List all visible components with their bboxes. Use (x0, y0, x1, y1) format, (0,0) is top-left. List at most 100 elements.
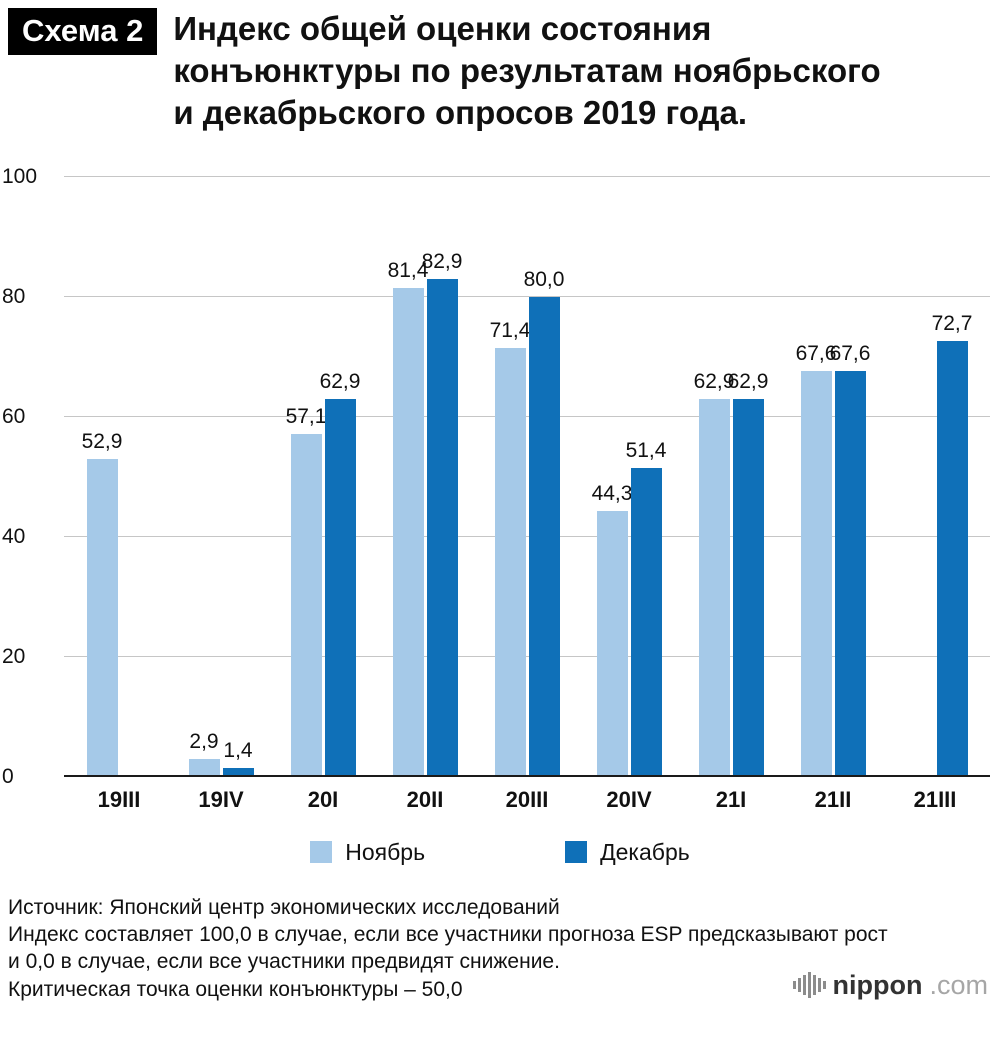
bar-groups: 52,9 2,9 1,4 57,1 62,9 81,4 82,9 71,4 80,0 44,3 51… (64, 177, 990, 777)
gridline (64, 655, 990, 657)
bar-slot: 62,9 (694, 177, 734, 777)
legend-label: Ноябрь (345, 838, 426, 865)
bar-slot: 44,3 (592, 177, 632, 777)
bar (834, 371, 866, 777)
bar-group: 44,3 51,4 (578, 177, 680, 777)
bar-value-label: 62,9 (319, 370, 361, 394)
x-axis: 19III 19IV 20I 20II 20III 20IV 21I 21II 21III (64, 787, 990, 813)
bar-slot: 57,1 (286, 177, 326, 777)
source-line: Источник: Японский центр экономических и… (8, 895, 560, 919)
bar-slot: 2,9 (188, 177, 220, 777)
figure-badge: Схема 2 (8, 8, 158, 55)
bar (630, 468, 662, 777)
bar-group: 2,9 1,4 (170, 177, 272, 777)
bar (188, 759, 220, 777)
bar-slot: 1,4 (222, 177, 254, 777)
bar-slot (121, 177, 152, 777)
bar-slot: 67,6 (830, 177, 870, 777)
bar (290, 434, 322, 777)
x-axis-label: 20IV (606, 786, 652, 812)
bar-value-label: 57,1 (285, 405, 327, 429)
chart-footer: Источник: Японский центр экономических и… (8, 894, 990, 1003)
y-axis-tick-label: 60 (2, 404, 26, 428)
bar-value-label: 2,9 (189, 730, 219, 754)
bar (528, 296, 560, 777)
bar (596, 510, 628, 777)
bar-slot: 51,4 (626, 177, 666, 777)
bar-slot: 62,9 (728, 177, 768, 777)
gridline (64, 535, 990, 537)
bar (392, 288, 424, 777)
bar-value-label: 72,7 (931, 311, 973, 335)
nippon-logo-icon (792, 972, 826, 999)
bar-value-label: 71,4 (489, 319, 531, 343)
bar (732, 399, 764, 777)
gridline (64, 415, 990, 417)
bar-value-label: 44,3 (591, 481, 633, 505)
nippon-logo: nippon .com (792, 969, 988, 1001)
bar (324, 399, 356, 777)
bar-slot: 82,9 (422, 177, 462, 777)
bar-value-label: 51,4 (625, 439, 667, 463)
bar-slot: 72,7 (932, 177, 972, 777)
gridline (64, 295, 990, 297)
bar-value-label: 67,6 (795, 342, 837, 366)
legend-item: Декабрь (565, 839, 690, 866)
legend-swatch (565, 841, 588, 864)
y-axis-tick-label: 100 (2, 164, 38, 188)
x-axis-label: 21III (913, 786, 957, 812)
bar (494, 348, 526, 777)
bar-value-label: 1,4 (223, 739, 253, 763)
bar-value-label: 52,9 (81, 430, 123, 454)
plot-area: 52,9 2,9 1,4 57,1 62,9 81,4 82,9 71,4 80,0 44,3 51… (2, 165, 990, 788)
bar-slot: 62,9 (320, 177, 360, 777)
bar-value-label: 62,9 (727, 370, 769, 394)
chart-legend: Ноябрь Декабрь (0, 839, 1000, 866)
bar-slot: 52,9 (82, 177, 122, 777)
bar-group: 81,4 82,9 (374, 177, 476, 777)
bar-slot: 81,4 (388, 177, 428, 777)
x-axis-label: 20II (406, 786, 444, 812)
bar (426, 279, 458, 777)
bar-chart: 52,9 2,9 1,4 57,1 62,9 81,4 82,9 71,4 80,0 44,3 51… (0, 165, 1000, 866)
x-axis-label: 21II (814, 786, 852, 812)
x-axis-label: 20I (307, 786, 339, 812)
bar-value-label: 62,9 (693, 370, 735, 394)
bar-group: 62,9 62,9 (680, 177, 782, 777)
chart-header: Схема 2 Индекс общей оценки состояния ко… (0, 0, 1000, 135)
bar (698, 399, 730, 777)
bar (86, 459, 118, 777)
bar-group: 52,9 (68, 177, 170, 777)
bar-slot: 67,6 (796, 177, 836, 777)
bar (936, 340, 968, 777)
bar-value-label: 81,4 (387, 259, 429, 283)
x-axis-label: 19IV (198, 786, 244, 812)
index-note-line: Индекс составляет 100,0 в случае, если в… (8, 923, 888, 974)
footer-notes: Источник: Японский центр экономических и… (8, 894, 888, 1003)
y-axis-tick-label: 80 (2, 284, 26, 308)
bar-slot (903, 177, 934, 777)
bar-slot: 80,0 (524, 177, 564, 777)
bar-group: 67,6 67,6 (782, 177, 884, 777)
nippon-logo-suffix: .com (929, 969, 988, 1000)
y-axis-tick-label: 20 (2, 644, 26, 668)
bar-group: 57,1 62,9 (272, 177, 374, 777)
nippon-logo-name: nippon (832, 969, 923, 1000)
x-axis-line (64, 774, 990, 777)
critical-point-line: Критическая точка оценки конъюнктуры – 5… (8, 977, 463, 1001)
y-axis-tick-label: 0 (2, 764, 14, 788)
gridline (64, 175, 990, 177)
legend-label: Декабрь (600, 838, 690, 865)
legend-swatch (310, 841, 333, 864)
chart-title: Индекс общей оценки состояния конъюнктур… (173, 10, 881, 132)
legend-item: Ноябрь (310, 839, 425, 866)
bar-slot: 71,4 (490, 177, 530, 777)
bar-value-label: 67,6 (829, 342, 871, 366)
x-axis-label: 21I (715, 786, 747, 812)
y-axis-tick-label: 40 (2, 524, 26, 548)
bar-group: 71,4 80,0 (476, 177, 578, 777)
bar-value-label: 82,9 (421, 250, 463, 274)
x-axis-label: 19III (97, 786, 141, 812)
bar (800, 371, 832, 777)
